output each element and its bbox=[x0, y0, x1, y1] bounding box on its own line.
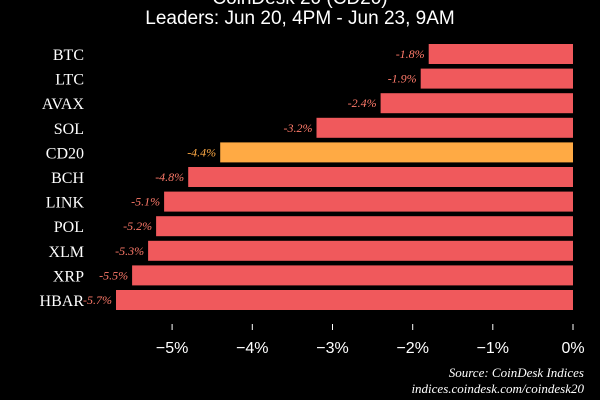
value-label-cd20: -4.4% bbox=[187, 145, 216, 159]
x-tick-label-1: −4% bbox=[236, 340, 268, 357]
source-credit: Source: CoinDesk Indices bbox=[448, 365, 584, 380]
bar-cd20 bbox=[220, 142, 573, 163]
bar-pol bbox=[156, 216, 573, 237]
value-label-link: -5.1% bbox=[131, 195, 160, 209]
bar-xlm bbox=[148, 240, 573, 261]
bar-bch bbox=[188, 167, 573, 187]
source-url: indices.coindesk.com/coindesk20 bbox=[411, 381, 584, 396]
category-label-sol: SOL bbox=[54, 121, 84, 138]
value-label-sol: -3.2% bbox=[284, 121, 313, 135]
bar-xrp bbox=[132, 265, 573, 286]
category-label-hbar: HBAR bbox=[40, 293, 85, 310]
category-label-xrp: XRP bbox=[53, 268, 84, 285]
category-label-avax: AVAX bbox=[42, 96, 85, 113]
value-label-ltc: -1.9% bbox=[388, 72, 417, 86]
value-label-xlm: -5.3% bbox=[115, 244, 144, 258]
x-tick-label-3: −2% bbox=[396, 340, 428, 357]
x-tick-label-2: −3% bbox=[316, 340, 348, 357]
x-tick-label-5: 0% bbox=[561, 340, 584, 357]
chart-subtitle: Leaders: Jun 20, 4PM - Jun 23, 9AM bbox=[145, 8, 455, 29]
category-label-btc: BTC bbox=[53, 47, 84, 64]
value-label-bch: -4.8% bbox=[155, 170, 184, 184]
value-label-avax: -2.4% bbox=[348, 96, 377, 110]
value-label-btc: -1.8% bbox=[396, 47, 425, 61]
x-tick-label-4: −1% bbox=[477, 340, 509, 357]
x-tick-label-0: −5% bbox=[156, 340, 188, 357]
category-label-link: LINK bbox=[46, 195, 85, 212]
category-label-ltc: LTC bbox=[55, 72, 84, 89]
value-label-xrp: -5.5% bbox=[99, 268, 128, 282]
category-label-bch: BCH bbox=[51, 170, 84, 187]
category-label-xlm: XLM bbox=[48, 244, 84, 261]
value-label-hbar: -5.7% bbox=[83, 293, 112, 307]
chart-title: CoinDesk 20 (CD20) bbox=[0, 0, 600, 10]
bar-link bbox=[164, 191, 573, 212]
bar-sol bbox=[316, 117, 573, 138]
bar-ltc bbox=[420, 68, 573, 89]
bar-avax bbox=[380, 93, 573, 114]
value-label-pol: -5.2% bbox=[123, 219, 152, 233]
category-label-cd20: CD20 bbox=[46, 145, 84, 162]
bar-btc bbox=[428, 44, 573, 64]
bar-hbar bbox=[116, 290, 573, 310]
category-label-pol: POL bbox=[54, 219, 84, 236]
